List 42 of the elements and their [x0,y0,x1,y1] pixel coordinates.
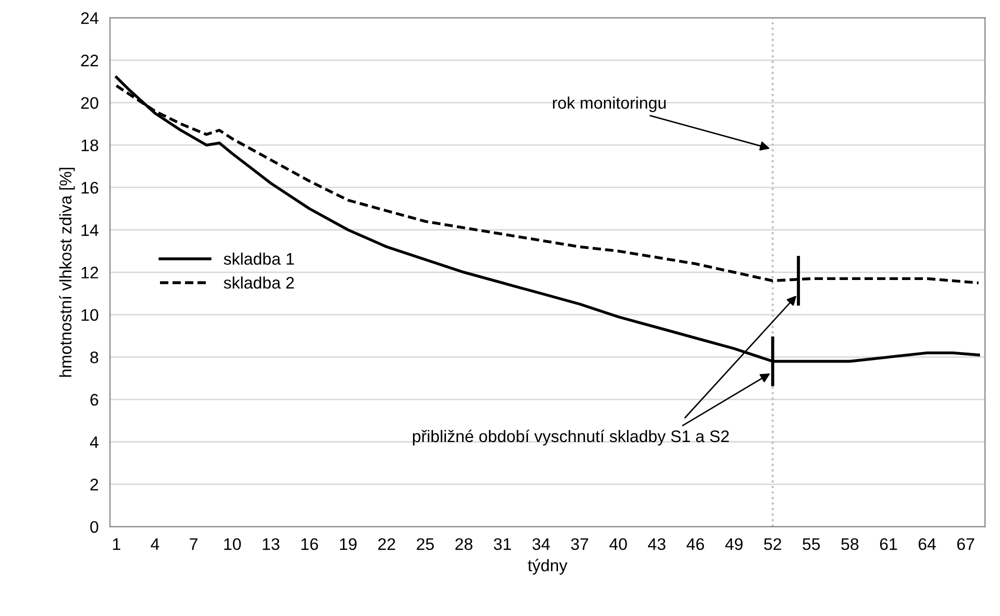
y-tick-label: 20 [81,97,98,109]
x-tick-label: 58 [841,538,858,550]
y-tick-label: 6 [90,394,98,406]
annotation: přibližné období vyschnutí skladby S1 a S2 [412,430,729,446]
y-tick-label: 24 [81,12,98,24]
x-tick-label: 10 [224,538,241,550]
x-tick-label: 55 [802,538,820,550]
y-tick-label: 12 [82,266,98,278]
y-tick-label: 18 [82,139,98,152]
y-tick-label: 14 [82,224,98,236]
x-tick-label: 49 [725,538,743,550]
legend-label: skladba 2 [224,276,294,289]
x-tick-label: 46 [686,538,704,550]
x-tick-label: 31 [494,538,511,550]
x-tick-label: 64 [918,538,936,550]
x-tick-label: 19 [340,538,357,550]
y-tick-label: 10 [82,309,98,321]
x-axis-title: týdny [528,558,568,575]
x-tick-label: 34 [532,538,550,550]
y-tick-label: 2 [90,478,98,490]
y-tick-label: 4 [90,436,98,448]
x-tick-label: 61 [880,538,897,550]
x-tick-label: 1 [113,538,120,550]
x-tick-label: 22 [378,538,396,550]
y-tick-label: 0 [90,521,98,533]
x-tick-label: 37 [571,538,588,550]
x-tick-label: 25 [416,538,434,550]
x-tick-label: 7 [190,538,198,550]
y-tick-label: 8 [90,351,98,364]
x-tick-label: 4 [150,538,160,550]
annotation: rok monitoringu [552,96,666,112]
x-tick-label: 52 [764,538,782,550]
x-tick-label: 13 [262,538,280,550]
x-tick-label: 40 [609,538,627,550]
x-tick-label: 43 [648,538,666,550]
x-tick-label: 16 [301,538,318,550]
y-axis-title: hmotnostní vlhkost zdiva [%] [59,168,75,377]
y-tick-label: 16 [82,182,98,194]
x-tick-label: 28 [455,538,472,550]
legend-label: skladba 1 [224,252,294,265]
y-tick-label: 22 [81,54,98,66]
x-tick-label: 67 [957,538,974,550]
